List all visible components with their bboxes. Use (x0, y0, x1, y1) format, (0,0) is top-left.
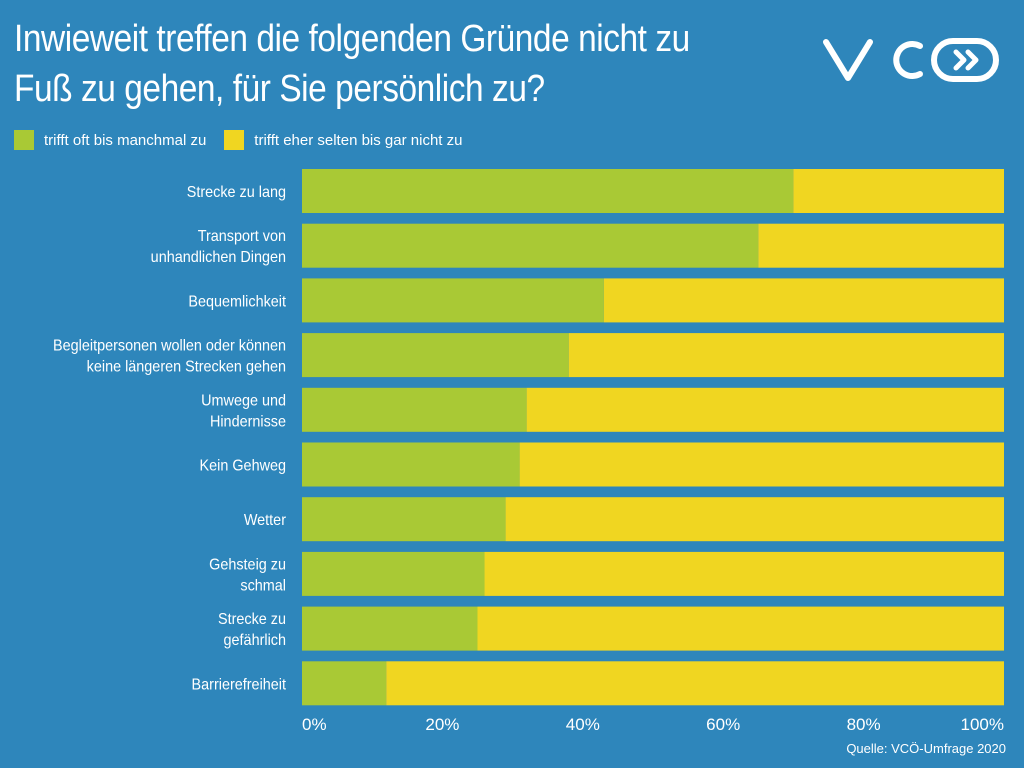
x-tick-label-60pct: 60% (706, 715, 740, 734)
bar-segment-seldom-9 (477, 606, 1004, 651)
bar-segment-often-1 (302, 169, 794, 213)
category-label-2: Transport von unhandlichen Dingen (151, 228, 286, 267)
x-tick-label-40pct: 40% (566, 715, 600, 734)
bar-segment-seldom-5 (526, 387, 1004, 432)
category-label-1: Strecke zu lang (187, 183, 286, 201)
chart-title: Inwieweit treffen die folgenden Gründe n… (14, 14, 700, 114)
legend-item-often: trifft oft bis manchmal zu (14, 130, 206, 150)
bar-segment-often-4 (302, 333, 569, 378)
category-label-10: Barrierefreiheit (192, 676, 287, 694)
bar-segment-often-6 (302, 442, 520, 487)
bar-segment-seldom-7 (505, 497, 1004, 542)
bar-segment-often-2 (302, 223, 759, 268)
bar-segment-seldom-10 (386, 661, 1004, 706)
bar-segment-often-9 (302, 606, 478, 651)
bar-segment-often-7 (302, 497, 506, 542)
x-tick-label-80pct: 80% (847, 715, 881, 734)
logo-letter-c (893, 41, 923, 79)
chart-title-line-1: Inwieweit treffen die folgenden Gründe n… (14, 18, 690, 60)
bar-segment-seldom-1 (793, 169, 1004, 213)
vco-logo (823, 38, 999, 82)
bar-segment-often-3 (302, 278, 604, 323)
category-label-6: Kein Gehweg (200, 457, 286, 475)
bar-segment-seldom-6 (519, 442, 1004, 487)
bar-segment-seldom-4 (568, 333, 1004, 378)
logo-pill (931, 38, 999, 82)
legend-swatch-yellow (224, 130, 245, 150)
category-label-9: Strecke zu gefährlich (218, 610, 286, 649)
x-tick-label-0pct: 0% (302, 715, 327, 734)
bar-segment-often-5 (302, 387, 527, 432)
legend-label-often: trifft oft bis manchmal zu (44, 131, 207, 149)
category-label-3: Bequemlichkeit (188, 293, 286, 311)
logo-letter-v (823, 39, 873, 81)
chart-title-line-2: Fuß zu gehen, für Sie persönlich zu? (14, 68, 545, 110)
legend-label-seldom: trifft eher selten bis gar nicht zu (254, 131, 463, 149)
source-note: Quelle: VCÖ-Umfrage 2020 (846, 741, 1006, 756)
category-label-4: Begleitpersonen wollen oder können keine … (53, 337, 286, 376)
legend: trifft oft bis manchmal zu trifft eher s… (14, 130, 480, 150)
x-tick-label-20pct: 20% (425, 715, 459, 734)
x-tick-label-100pct: 100% (961, 715, 1004, 734)
category-label-7: Wetter (244, 512, 286, 530)
bar-segment-often-10 (302, 661, 387, 706)
bar-segment-seldom-2 (758, 223, 1004, 268)
bar-segment-often-8 (302, 551, 485, 596)
double-chevron-right-icon (953, 49, 979, 71)
legend-swatch-green (14, 130, 34, 150)
bar-segment-seldom-3 (603, 278, 1004, 323)
category-label-8: Gehsteig zu schmal (209, 556, 286, 595)
bar-segment-seldom-8 (484, 551, 1004, 596)
legend-item-seldom: trifft eher selten bis gar nicht zu (224, 130, 462, 150)
category-label-5: Umwege und Hindernisse (201, 392, 286, 431)
